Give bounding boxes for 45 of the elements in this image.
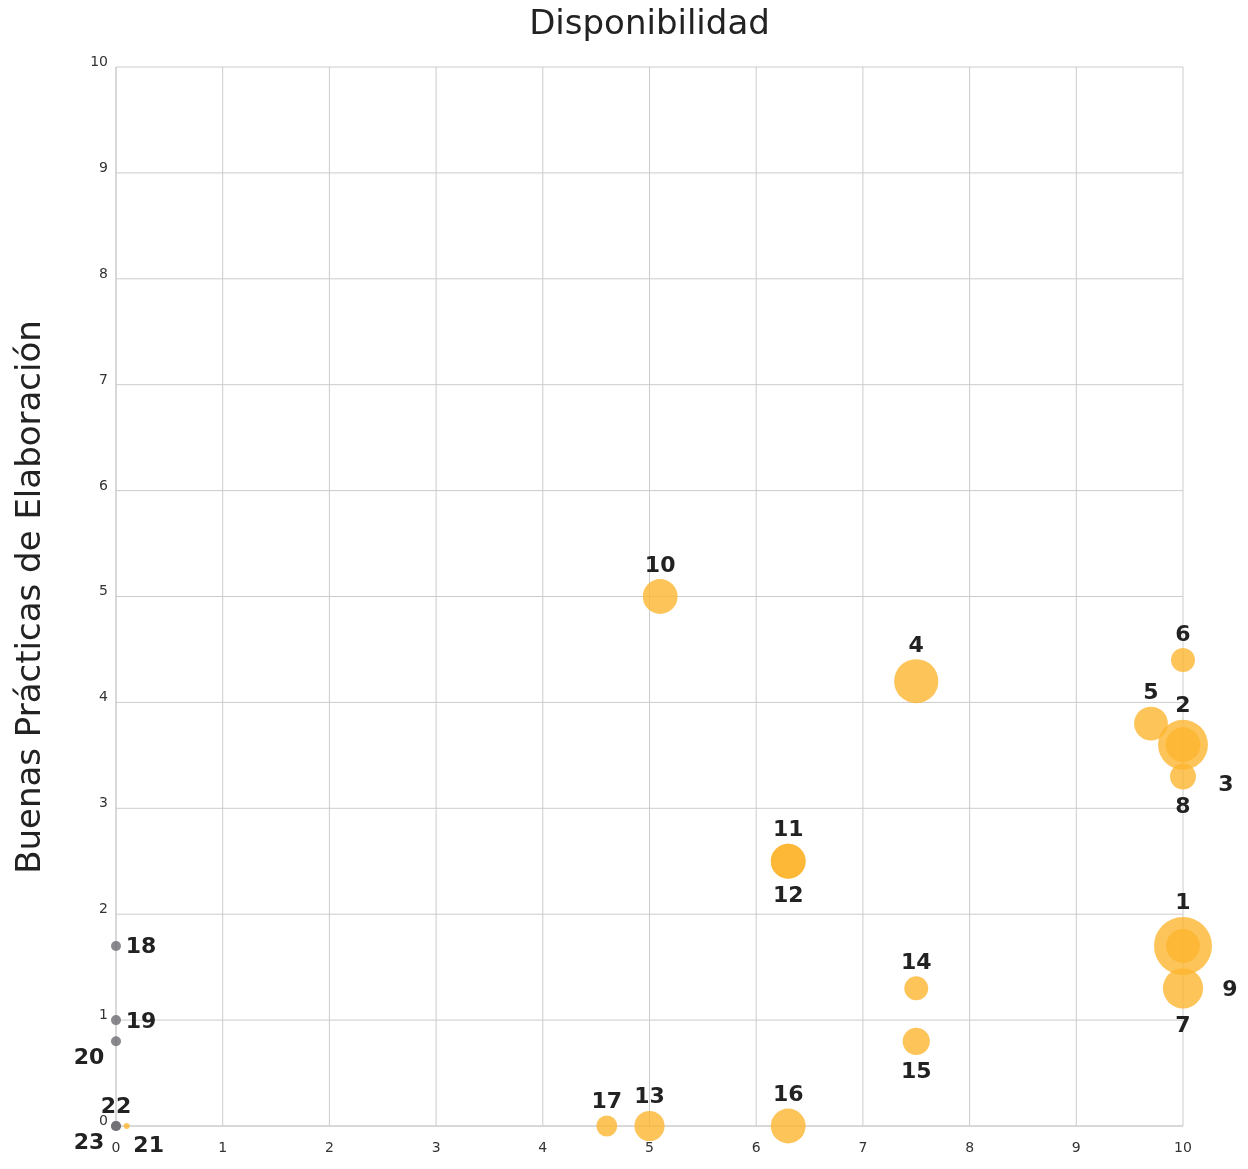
y-axis-title: Buenas Prácticas de Elaboración bbox=[8, 319, 48, 874]
y-tick-label: 2 bbox=[99, 900, 108, 917]
annotation: 5 bbox=[1143, 679, 1159, 705]
annotation: 13 bbox=[634, 1083, 665, 1109]
annotation: 17 bbox=[591, 1088, 623, 1114]
chart-title: Disponibilidad bbox=[528, 2, 771, 42]
annotation: 16 bbox=[772, 1081, 804, 1107]
x-tick-label: 4 bbox=[538, 1138, 548, 1155]
y-tick-label: 5 bbox=[99, 582, 108, 599]
x-tick-label: 5 bbox=[645, 1138, 654, 1155]
y-tick-label: 1 bbox=[99, 1006, 108, 1023]
y-tick-label: 6 bbox=[99, 476, 109, 493]
annotation: 1 bbox=[1175, 889, 1191, 915]
y-tick-label: 3 bbox=[99, 794, 108, 811]
x-tick-label: 10 bbox=[1174, 1138, 1192, 1155]
y-tick-label: 4 bbox=[99, 688, 109, 705]
annotation: 10 bbox=[644, 551, 676, 577]
annotation: 12 bbox=[772, 882, 804, 908]
y-tick-label: 8 bbox=[99, 264, 108, 281]
annotation: 18 bbox=[125, 933, 157, 959]
annotation: 14 bbox=[900, 948, 932, 974]
annotation: 9 bbox=[1222, 976, 1238, 1002]
y-tick-label: 10 bbox=[90, 52, 108, 69]
x-tick-label: 0 bbox=[111, 1138, 121, 1155]
annotation: 4 bbox=[908, 631, 924, 657]
annotation: 20 bbox=[73, 1043, 105, 1069]
x-tick-label: 2 bbox=[324, 1138, 334, 1155]
x-tick-label: 1 bbox=[218, 1138, 228, 1155]
annotation: 8 bbox=[1175, 793, 1191, 818]
annotation: 23 bbox=[73, 1128, 105, 1154]
annotation: 6 bbox=[1175, 620, 1191, 646]
x-tick-label: 3 bbox=[431, 1138, 441, 1155]
x-tick-label: 9 bbox=[1071, 1138, 1081, 1155]
y-tick-label: 7 bbox=[99, 370, 108, 387]
x-tick-label: 6 bbox=[751, 1138, 761, 1155]
annotation: 7 bbox=[1175, 1011, 1191, 1037]
y-tick-label: 9 bbox=[99, 158, 108, 175]
annotation: 3 bbox=[1218, 771, 1234, 797]
annotation: 11 bbox=[772, 816, 804, 842]
x-tick-label: 8 bbox=[965, 1138, 975, 1155]
annotation: 21 bbox=[133, 1131, 164, 1157]
x-tick-label: 7 bbox=[858, 1138, 868, 1155]
annotation: 19 bbox=[125, 1007, 157, 1033]
annotation: 15 bbox=[900, 1058, 932, 1084]
annotation: 2 bbox=[1175, 692, 1191, 718]
